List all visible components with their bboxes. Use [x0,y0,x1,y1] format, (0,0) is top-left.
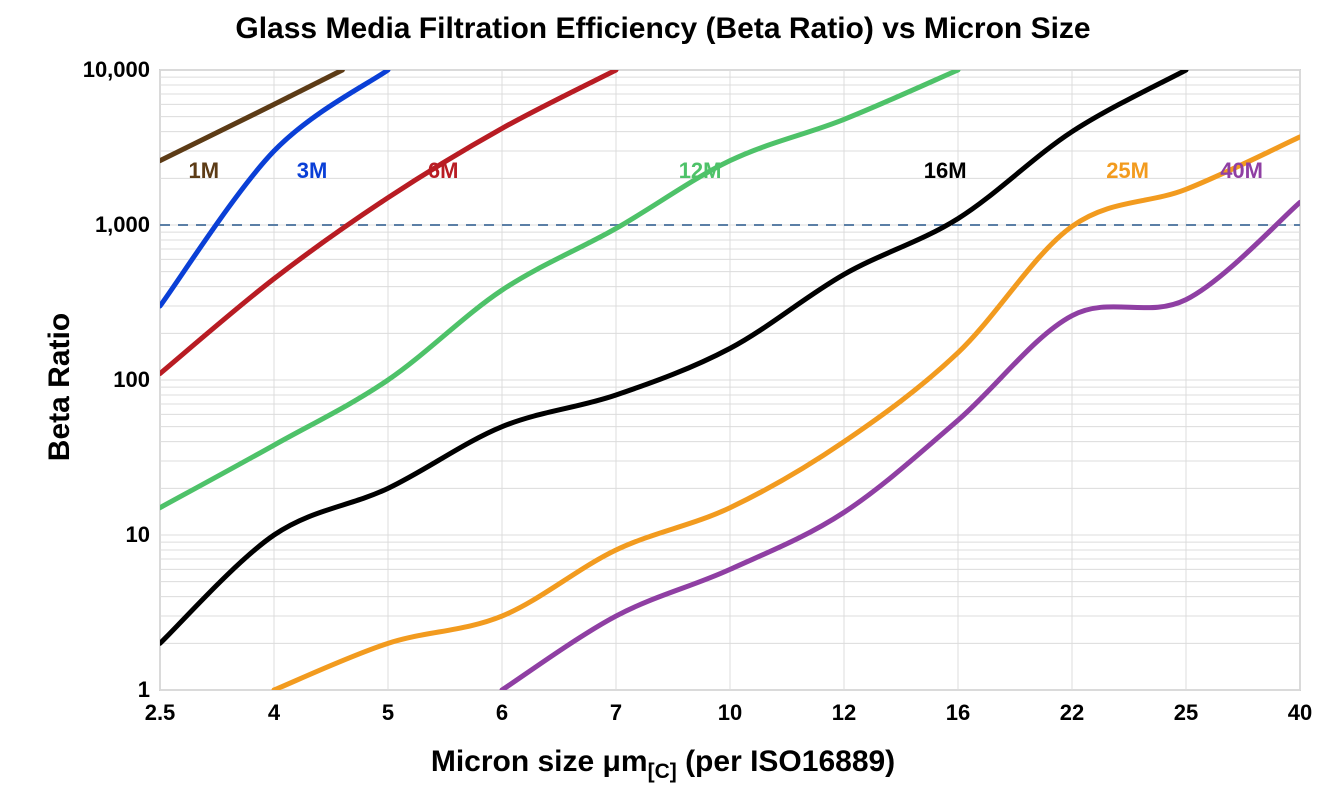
x-tick-label: 16 [928,700,988,726]
y-tick-label: 10 [126,522,150,548]
x-tick-label: 40 [1270,700,1326,726]
x-tick-label: 25 [1156,700,1216,726]
x-tick-label: 4 [244,700,304,726]
y-tick-label: 100 [113,367,150,393]
x-tick-label: 2.5 [130,700,190,726]
series-label-12M: 12M [679,158,722,184]
y-axis-label: Beta Ratio [43,287,77,487]
y-tick-label: 1 [138,677,150,703]
series-label-3M: 3M [297,158,328,184]
y-tick-label: 1,000 [95,212,150,238]
x-tick-label: 12 [814,700,874,726]
chart-container: Glass Media Filtration Efficiency (Beta … [0,0,1326,802]
series-label-6M: 6M [428,158,459,184]
series-line-25M [274,137,1300,690]
x-tick-label: 5 [358,700,418,726]
x-tick-label: 22 [1042,700,1102,726]
x-tick-label: 7 [586,700,646,726]
x-axis-label-part1: Micron size μm [431,745,648,778]
series-label-1M: 1M [189,158,220,184]
series-label-40M: 40M [1220,158,1263,184]
series-label-16M: 16M [924,158,967,184]
x-tick-label: 6 [472,700,532,726]
x-axis-label-sub: [C] [648,760,677,783]
series-label-25M: 25M [1106,158,1149,184]
x-axis-label-part2: (per ISO16889) [677,745,895,778]
x-tick-label: 10 [700,700,760,726]
y-axis-label-text: Beta Ratio [43,313,76,461]
chart-svg [0,0,1326,802]
x-axis-label: Micron size μm[C] (per ISO16889) [0,745,1326,784]
y-tick-label: 10,000 [83,57,150,83]
series-line-16M [160,70,1186,643]
series-line-40M [502,202,1300,690]
